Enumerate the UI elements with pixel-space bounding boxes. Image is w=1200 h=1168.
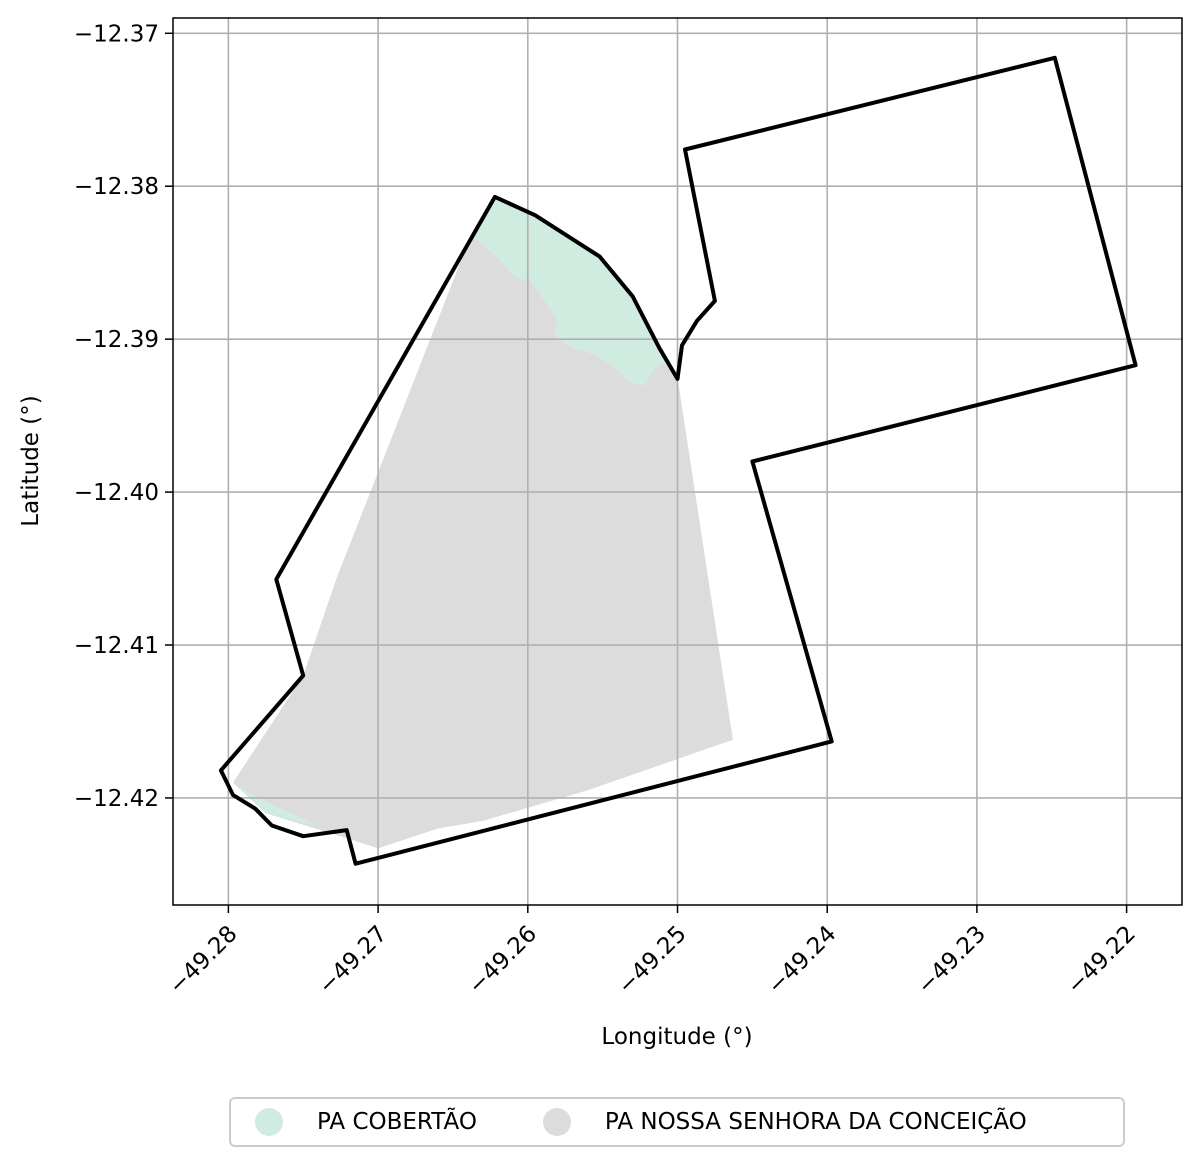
x-tick-label: −49.25 bbox=[613, 921, 692, 1000]
y-tick-label: −12.40 bbox=[74, 480, 159, 506]
x-tick-label: −49.28 bbox=[164, 921, 243, 1000]
y-tick-label: −12.39 bbox=[74, 327, 159, 353]
polygon-pa-nossa-senhora-da-conceicao-0 bbox=[232, 235, 733, 849]
map-chart: −49.28 −49.27 −49.26 −49.25 −49.24 −49.23 −49.… bbox=[18, 17, 1183, 1050]
legend-label-pa-cobertao: PA COBERTÃO bbox=[317, 1109, 477, 1135]
x-axis-label: Longitude (°) bbox=[601, 1024, 752, 1050]
x-tick-label: −49.23 bbox=[913, 921, 992, 1000]
y-tick-label: −12.41 bbox=[74, 633, 159, 659]
legend-marker-pa-cobertao bbox=[255, 1108, 283, 1136]
legend-item-pa-nossa-senhora: PA NOSSA SENHORA DA CONCEIÇÃO bbox=[542, 1108, 1027, 1136]
legend: PA COBERTÃO PA NOSSA SENHORA DA CONCEIÇÃ… bbox=[229, 1097, 1125, 1147]
boundary-outline bbox=[218, 55, 1138, 866]
x-tick-label: −49.24 bbox=[763, 921, 842, 1000]
legend-item-pa-cobertao: PA COBERTÃO bbox=[255, 1108, 477, 1136]
x-tick-label: −49.27 bbox=[314, 921, 393, 1000]
polygon-pa-cobertao-1 bbox=[470, 196, 678, 385]
x-tick-label: −49.26 bbox=[463, 921, 542, 1000]
y-tick-label: −12.37 bbox=[74, 21, 159, 47]
legend-label-pa-nossa-senhora: PA NOSSA SENHORA DA CONCEIÇÃO bbox=[604, 1109, 1027, 1135]
y-tick-label: −12.38 bbox=[74, 174, 159, 200]
x-tick-label: −49.22 bbox=[1062, 921, 1141, 1000]
y-axis-label: Latitude (°) bbox=[18, 395, 44, 526]
legend-marker-pa-nossa-senhora bbox=[542, 1108, 571, 1136]
y-tick-label: −12.42 bbox=[74, 786, 159, 812]
